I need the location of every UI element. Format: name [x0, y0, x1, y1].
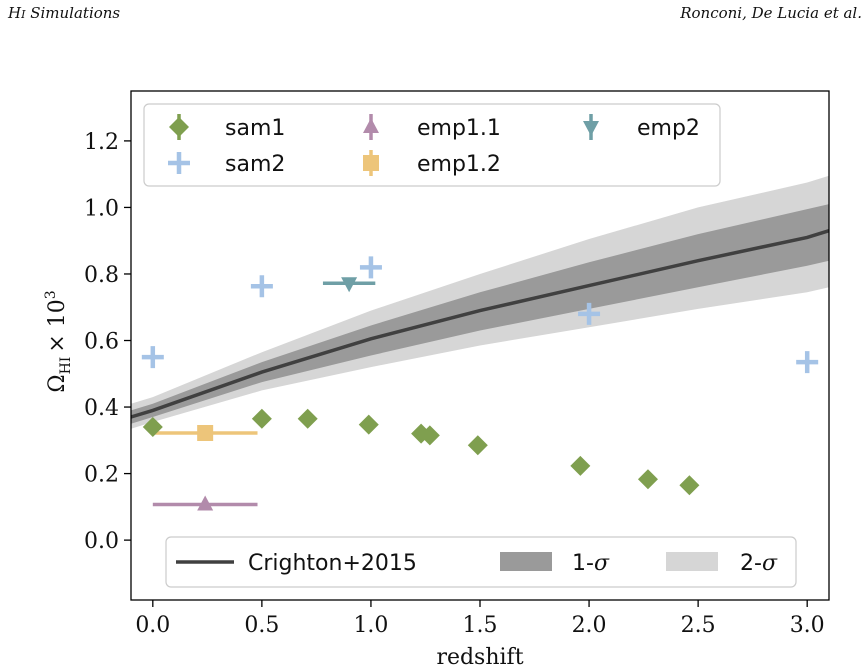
x-tick-label: 0.5 [244, 613, 279, 638]
x-tick-label: 1.0 [353, 613, 388, 638]
x-tick-label: 0.0 [135, 613, 170, 638]
y-label-omega: Ω [45, 374, 70, 392]
sam2-point [141, 346, 164, 369]
sam1-point [142, 417, 163, 438]
legend-emp1-1-marker [363, 118, 379, 133]
band-1-sigma [131, 204, 829, 424]
data-markers [141, 256, 819, 511]
y-tick-label: 0.6 [84, 330, 119, 355]
y-label-times: × 10 [45, 299, 70, 352]
sam2-point [578, 302, 601, 325]
crighton-model-line [130, 229, 830, 419]
sam2-point [796, 351, 819, 374]
legend-bottom-frame [165, 536, 797, 588]
sam1-point [419, 425, 440, 446]
header-left-rest: Simulations [25, 4, 121, 22]
legend-emp2-label: emp2 [637, 116, 700, 141]
model-line-group [130, 229, 830, 419]
legend-1-sigma-label: 1-σ [572, 551, 610, 576]
legend-emp1-2-marker [363, 155, 379, 171]
sam1-point [570, 455, 591, 476]
legend-1-sigma-swatch [500, 552, 552, 571]
header-left-main: H [8, 4, 22, 22]
sam1-point [679, 475, 700, 496]
y-tick-label: 0.4 [84, 396, 119, 421]
x-axis-ticks: 0.0 0.5 1.0 1.5 2.0 2.5 3.0 [135, 600, 825, 638]
y-tick-label: 0.2 [84, 463, 119, 488]
header-left-title: HI Simulations [8, 4, 120, 22]
x-tick-label: 1.5 [463, 613, 498, 638]
y-axis-ticks: 0.0 0.2 0.4 0.6 0.8 1.0 1.2 [84, 130, 131, 554]
model-bands [131, 175, 829, 429]
y-axis-label: ΩHI × 103 [43, 290, 74, 392]
legend-top: sam1 emp1.1 emp2 sam2 emp1.2 [143, 103, 721, 187]
emp1-1-point [197, 495, 214, 511]
legend-sam1-label: sam1 [225, 116, 285, 141]
legend-top-frame [143, 103, 721, 187]
legend-crighton-label: Crighton+2015 [248, 551, 417, 576]
legend-emp1-2-label: emp1.2 [417, 152, 501, 177]
legend-sam2-marker [168, 152, 190, 174]
y-label-sub: HI [58, 357, 74, 375]
x-axis-label: redshift [436, 645, 523, 670]
header-left-sub: I [21, 8, 26, 21]
sam1-point [297, 408, 318, 429]
sam2-point [359, 256, 382, 279]
sam2-point [250, 275, 273, 298]
sam1-point [358, 414, 379, 435]
emp1-2-point [197, 424, 214, 441]
y-label-sup: 3 [43, 290, 59, 299]
legend-bottom: Crighton+2015 1-σ 2-σ [165, 536, 797, 588]
legend-sam1-marker [169, 117, 189, 137]
x-tick-label: 3.0 [790, 613, 825, 638]
legend-2-sigma-label: 2-σ [740, 551, 778, 576]
sam1-point [637, 469, 658, 490]
header-right-authors: Ronconi, De Lucia et al. [680, 4, 862, 22]
legend-2-sigma-swatch [666, 552, 718, 571]
emp2-point [341, 277, 358, 293]
y-tick-label: 1.0 [84, 196, 119, 221]
sam1-point [467, 435, 488, 456]
legend-emp1-1-label: emp1.1 [417, 116, 501, 141]
y-tick-label: 1.2 [84, 130, 119, 155]
legend-emp2-marker [583, 121, 599, 136]
sam1-point [251, 408, 272, 429]
legend-sam2-label: sam2 [225, 152, 285, 177]
x-tick-label: 2.5 [681, 613, 716, 638]
y-tick-label: 0.8 [84, 263, 119, 288]
y-tick-label: 0.0 [84, 529, 119, 554]
x-tick-label: 2.0 [572, 613, 607, 638]
